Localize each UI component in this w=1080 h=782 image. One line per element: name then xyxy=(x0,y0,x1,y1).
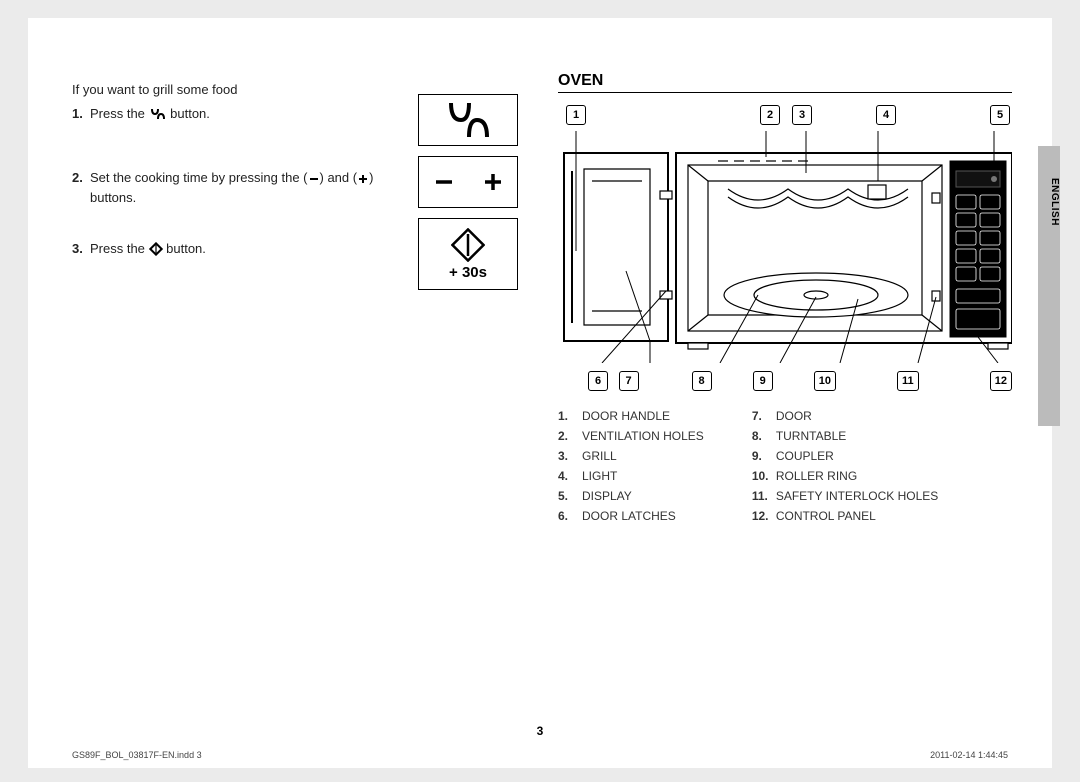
bottom-callout-row: 6 7 8 9 10 11 12 xyxy=(558,369,1012,393)
step-1: 1. Press the button. xyxy=(72,104,412,127)
oven-section: OVEN 1 2 3 4 5 xyxy=(558,72,1012,529)
plus-icon xyxy=(357,173,369,185)
step-2: 2. Set the cooking time by pressing the … xyxy=(72,168,412,207)
grill-button-illustration xyxy=(418,94,518,146)
legend-col-right: 7.DOOR 8.TURNTABLE 9.COUPLER 10.ROLLER R… xyxy=(752,409,939,529)
instruction-intro: If you want to grill some food xyxy=(72,80,412,100)
start-diamond-icon xyxy=(149,242,163,256)
step-2-post: ) xyxy=(369,170,373,185)
callout-10: 10 xyxy=(814,371,836,391)
legend-item: 1.DOOR HANDLE xyxy=(558,409,704,423)
legend-item: 7.DOOR xyxy=(752,409,939,423)
callout-11: 11 xyxy=(897,371,919,391)
minus-icon xyxy=(433,171,455,193)
language-tab-label: ENGLISH xyxy=(1049,178,1060,226)
step-2-line2: buttons. xyxy=(90,190,136,205)
callout-12: 12 xyxy=(990,371,1012,391)
page-number: 3 xyxy=(28,724,1052,738)
grill-instructions: If you want to grill some food 1. Press … xyxy=(72,80,412,301)
legend-col-left: 1.DOOR HANDLE 2.VENTILATION HOLES 3.GRIL… xyxy=(558,409,704,529)
grill-wave-icon xyxy=(419,95,519,145)
step-3-post: button. xyxy=(163,241,206,256)
step-1-pre: Press the xyxy=(90,106,149,121)
grill-wave-icon xyxy=(149,107,167,127)
callout-9: 9 xyxy=(753,371,773,391)
legend-item: 10.ROLLER RING xyxy=(752,469,939,483)
step-3-pre: Press the xyxy=(90,241,149,256)
legend-item: 9.COUPLER xyxy=(752,449,939,463)
manual-page: If you want to grill some food 1. Press … xyxy=(28,18,1052,768)
callout-3: 3 xyxy=(792,105,812,125)
start-button-illustration: + 30s xyxy=(418,218,518,290)
legend-item: 12.CONTROL PANEL xyxy=(752,509,939,523)
callout-6: 6 xyxy=(588,371,608,391)
legend-item: 8.TURNTABLE xyxy=(752,429,939,443)
step-3: 3. Press the button. xyxy=(72,239,412,259)
top-callout-row: 1 2 3 4 5 xyxy=(558,103,1012,127)
callout-7: 7 xyxy=(619,371,639,391)
footer-timestamp: 2011-02-14 1:44:45 xyxy=(930,750,1008,760)
step-2-mid: ) and ( xyxy=(320,170,358,185)
legend-item: 4.LIGHT xyxy=(558,469,704,483)
callout-8: 8 xyxy=(692,371,712,391)
step-number: 2. xyxy=(72,168,83,188)
callout-4: 4 xyxy=(876,105,896,125)
step-number: 1. xyxy=(72,104,83,124)
callout-1: 1 xyxy=(566,105,586,125)
section-heading: OVEN xyxy=(558,72,1012,93)
oven-door-open xyxy=(564,153,672,341)
plus-icon xyxy=(482,171,504,193)
legend-item: 2.VENTILATION HOLES xyxy=(558,429,704,443)
legend-item: 11.SAFETY INTERLOCK HOLES xyxy=(752,489,939,503)
start-diamond-icon xyxy=(451,228,485,262)
step-1-post: button. xyxy=(167,106,210,121)
callout-2: 2 xyxy=(760,105,780,125)
footer-file: GS89F_BOL_03817F-EN.indd 3 xyxy=(72,750,202,760)
start-caption: + 30s xyxy=(449,264,487,281)
oven-diagram xyxy=(558,131,1012,363)
step-2-pre: Set the cooking time by pressing the ( xyxy=(90,170,308,185)
step-number: 3. xyxy=(72,239,83,259)
legend-item: 6.DOOR LATCHES xyxy=(558,509,704,523)
minus-icon xyxy=(308,173,320,185)
oven-body xyxy=(676,153,1012,349)
legend-item: 5.DISPLAY xyxy=(558,489,704,503)
parts-legend: 1.DOOR HANDLE 2.VENTILATION HOLES 3.GRIL… xyxy=(558,409,1012,529)
instruction-steps: 1. Press the button. 2. Set the cooking … xyxy=(72,104,412,259)
legend-item: 3.GRILL xyxy=(558,449,704,463)
callout-5: 5 xyxy=(990,105,1010,125)
plus-minus-button-illustration xyxy=(418,156,518,208)
